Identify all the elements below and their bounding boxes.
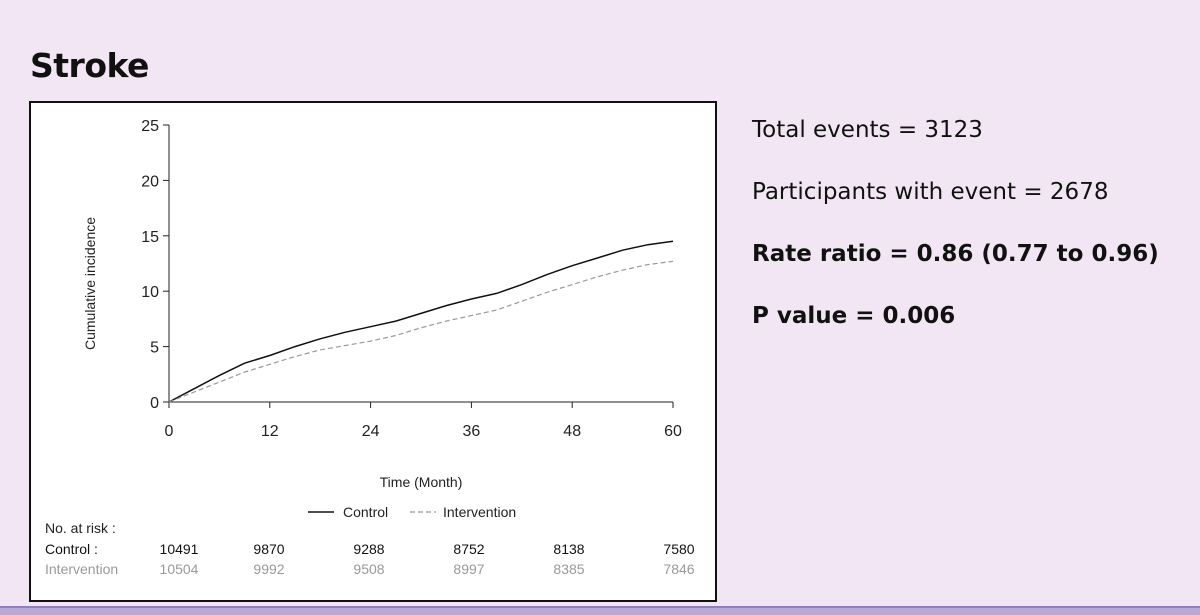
legend-label-intervention: Intervention (443, 504, 516, 520)
x-tick-label: 36 (463, 423, 481, 440)
risk-value: 9288 (353, 541, 384, 557)
slide-title: Stroke (30, 46, 149, 85)
x-tick-label: 12 (261, 423, 279, 440)
y-axis-label: Cumulative incidence (82, 217, 98, 350)
y-tick-label: 20 (141, 173, 159, 190)
risk-value: 8385 (553, 561, 584, 577)
y-tick-label: 0 (150, 395, 159, 412)
risk-value: 9870 (253, 541, 284, 557)
p-value: P value = 0.006 (752, 303, 956, 329)
risk-value: 8997 (453, 561, 484, 577)
bottom-rule (0, 606, 1200, 615)
participants-with-event: Participants with event = 2678 (752, 179, 1109, 205)
risk-value: 9508 (353, 561, 384, 577)
incidence-chart: 0 5 10 15 20 25 0 12 24 36 48 60 Cumulative incidenc… (45, 118, 695, 577)
risk-value: 8138 (553, 541, 584, 557)
series-line-intervention (168, 260, 674, 403)
x-tick-label: 60 (664, 423, 682, 440)
bottom-rule-line (0, 606, 1200, 608)
risk-value: 10504 (160, 561, 199, 577)
risk-value: 9992 (253, 561, 284, 577)
risk-value: 7846 (663, 561, 694, 577)
rate-ratio: Rate ratio = 0.86 (0.77 to 0.96) (752, 241, 1159, 267)
legend-label-control: Control (343, 504, 388, 520)
x-tick-label: 48 (563, 423, 581, 440)
y-tick-label: 25 (141, 118, 159, 135)
risk-value: 7580 (663, 541, 694, 557)
total-events: Total events = 3123 (752, 117, 983, 143)
risk-table-heading: No. at risk : (45, 520, 116, 536)
risk-row-label: Control : (45, 541, 98, 557)
risk-value: 8752 (453, 541, 484, 557)
x-tick-label: 0 (165, 423, 174, 440)
y-tick-label: 10 (141, 284, 159, 301)
x-tick-label: 24 (362, 423, 380, 440)
chart-panel: 0 5 10 15 20 25 0 12 24 36 48 60 Cumulative incidenc… (29, 101, 717, 602)
series-line-control (168, 240, 674, 403)
y-tick-label: 5 (150, 340, 159, 357)
risk-value: 10491 (160, 541, 199, 557)
risk-row-label: Intervention (45, 561, 118, 577)
x-axis-label: Time (Month) (380, 474, 463, 490)
y-tick-label: 15 (141, 229, 159, 246)
stats-panel: Total events = 3123 Participants with ev… (752, 112, 1159, 360)
